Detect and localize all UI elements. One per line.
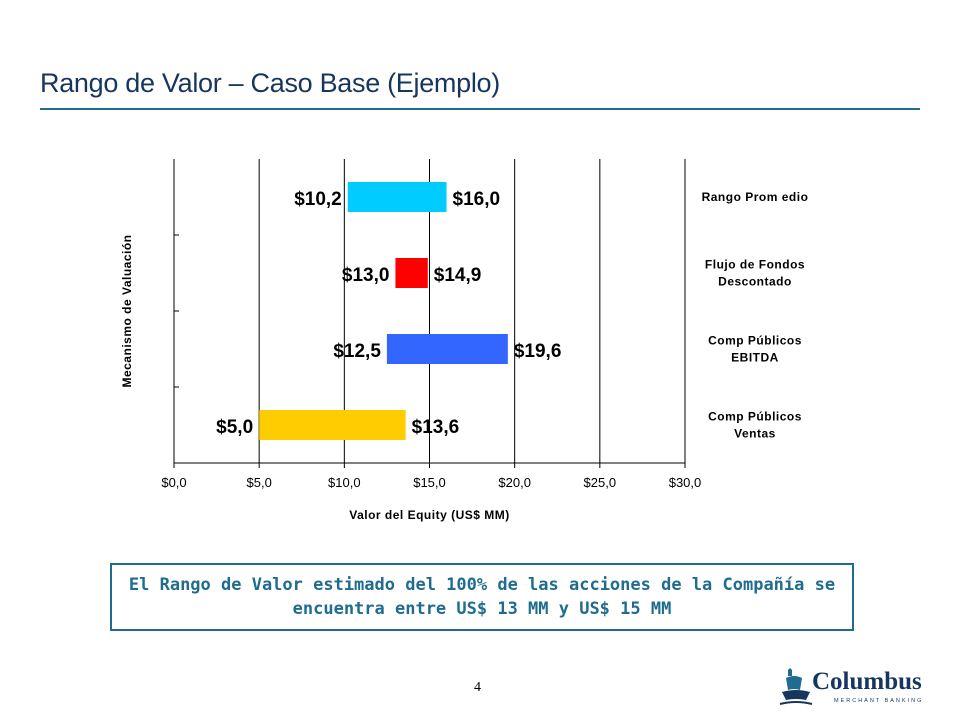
bar-high-label: $19,6 [514,341,562,362]
category-label: EBITDA [731,351,779,365]
category-label: Rango Prom edio [702,190,809,204]
summary-callout: El Rango de Valor estimado del 100% de l… [110,563,854,631]
x-axis-title: Valor del Equity (US$ MM) [349,508,510,522]
x-tick-label: $30,0 [669,475,702,490]
title-divider [40,108,920,110]
x-tick-label: $5,0 [247,475,272,490]
range-bar [395,258,428,288]
bar-high-label: $13,6 [412,417,460,438]
chart-labels: $0,0 $5,0 $10,0 $15,0 $20,0 $25,0 $30,0 $10,2 $1… [120,189,808,522]
range-bar [386,334,508,364]
bar-low-label: $12,5 [333,341,381,362]
category-label: Ventas [734,427,776,441]
range-bar [259,410,406,440]
x-tick-label: $25,0 [584,475,617,490]
chart-bars [259,182,508,440]
x-tick-label: $15,0 [413,475,446,490]
columbus-ship-icon [779,668,813,705]
x-tick-label: $20,0 [498,475,531,490]
x-tick-label: $0,0 [161,475,186,490]
category-label: Comp Públicos [708,334,802,348]
columbus-logo: Columbus MERCHANT BANKING [776,662,926,710]
summary-callout-text: El Rango de Valor estimado del 100% de l… [128,575,836,619]
chart-axes [173,159,686,468]
bar-high-label: $16,0 [453,189,501,210]
category-label: Flujo de Fondos [705,258,805,272]
range-bar [347,182,447,212]
category-label: Comp Públicos [708,410,802,424]
bar-low-label: $13,0 [342,265,390,286]
x-tick-label: $10,0 [328,475,361,490]
category-label: Descontado [718,275,792,289]
bar-low-label: $5,0 [216,417,253,438]
page-title: Rango de Valor – Caso Base (Ejemplo) [40,68,500,98]
y-axis-title: Mecanismo de Valuación [120,234,134,387]
logo-tagline: MERCHANT BANKING [834,698,924,704]
bar-low-label: $10,2 [294,189,342,210]
bar-high-label: $14,9 [434,265,482,286]
page-number: 4 [474,680,481,695]
logo-wordmark: Columbus [812,668,922,695]
